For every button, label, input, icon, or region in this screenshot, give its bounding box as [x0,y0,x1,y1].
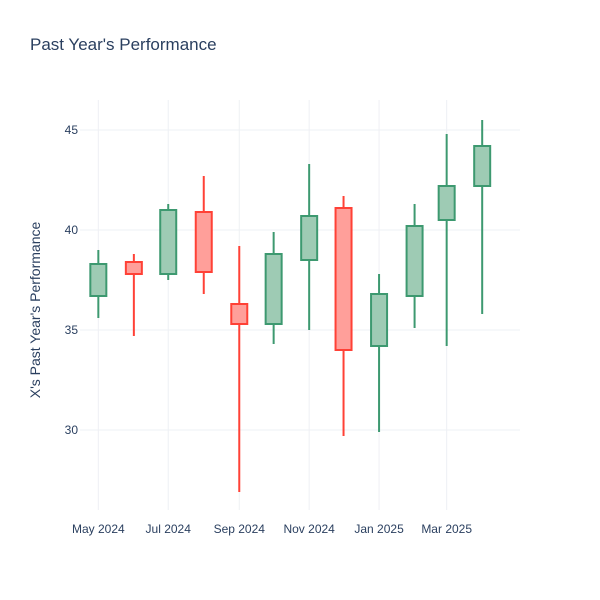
candle-body [264,253,283,325]
candle-body [89,263,108,297]
candle-body [437,185,456,221]
y-tick-label: 35 [65,323,79,337]
x-tick-label: Mar 2025 [421,522,472,536]
candle-body [300,215,319,261]
candle-decreasing [334,196,353,436]
candle-increasing [89,250,108,318]
y-axis-ticks: 30 35 40 45 [65,123,79,437]
candle-increasing [300,164,319,330]
candle-body [159,209,178,275]
candle-decreasing [124,254,143,336]
x-tick-label: Sep 2024 [214,522,266,536]
candle-increasing [473,120,492,314]
y-tick-label: 45 [65,123,79,137]
grid [80,100,520,510]
candle-body [473,145,492,187]
x-tick-label: Jul 2024 [146,522,192,536]
y-tick-label: 30 [65,423,79,437]
candle-decreasing [230,246,249,492]
y-tick-label: 40 [65,223,79,237]
x-tick-label: Jan 2025 [354,522,404,536]
candle-body [334,207,353,351]
candle-body [370,293,389,347]
candles [89,120,492,492]
chart-title: Past Year's Performance [30,35,217,54]
candle-body [194,211,213,273]
x-axis-ticks: May 2024 Jul 2024 Sep 2024 Nov 2024 Jan 2025… [72,522,472,536]
candle-body [230,303,249,325]
candle-body [405,225,424,297]
x-tick-label: May 2024 [72,522,125,536]
candle-body [124,261,143,275]
y-axis-label: X's Past Year's Performance [27,222,43,399]
candle-decreasing [194,176,213,294]
candle-increasing [159,204,178,280]
candle-increasing [405,204,424,328]
candle-increasing [437,134,456,346]
candle-increasing [264,232,283,344]
candle-increasing [370,274,389,432]
x-tick-label: Nov 2024 [283,522,335,536]
